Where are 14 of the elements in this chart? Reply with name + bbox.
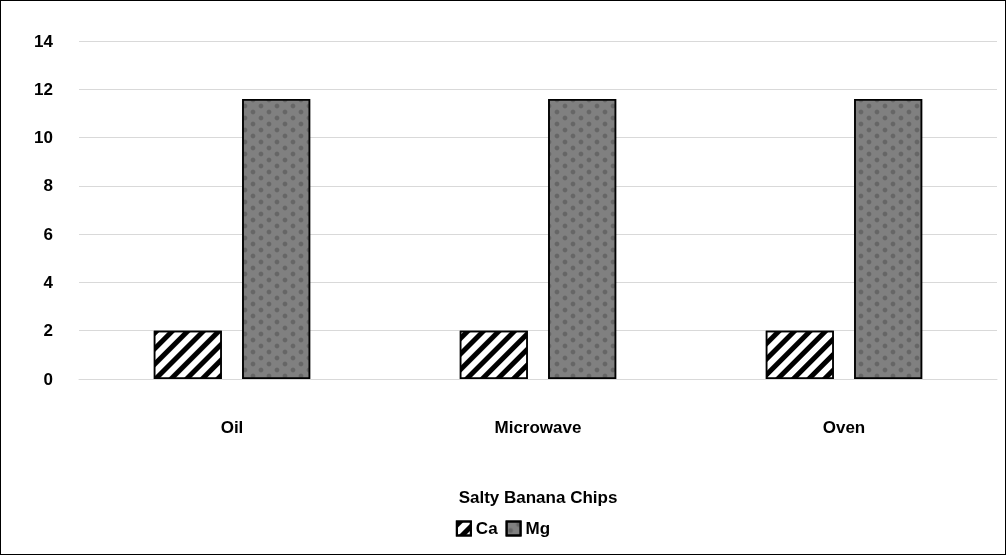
x-tick-label: Oil [220, 418, 244, 437]
y-tick-label: 2 [43, 321, 53, 341]
y-tick-label: 4 [43, 272, 54, 292]
y-tick-label: 14 [34, 31, 54, 51]
x-axis-title: Salty Banana Chips [458, 488, 618, 507]
y-tick-label: 0 [43, 369, 53, 389]
x-tick-label: Microwave [494, 418, 582, 437]
y-tick-label: 12 [34, 79, 53, 99]
legend-label: Mg [525, 519, 551, 538]
y-tick-label: 10 [34, 128, 53, 148]
y-tick-label: 8 [43, 176, 53, 196]
y-tick-label: 6 [43, 224, 53, 244]
x-tick-label: Oven [822, 418, 866, 437]
legend-label: Ca [475, 519, 499, 538]
